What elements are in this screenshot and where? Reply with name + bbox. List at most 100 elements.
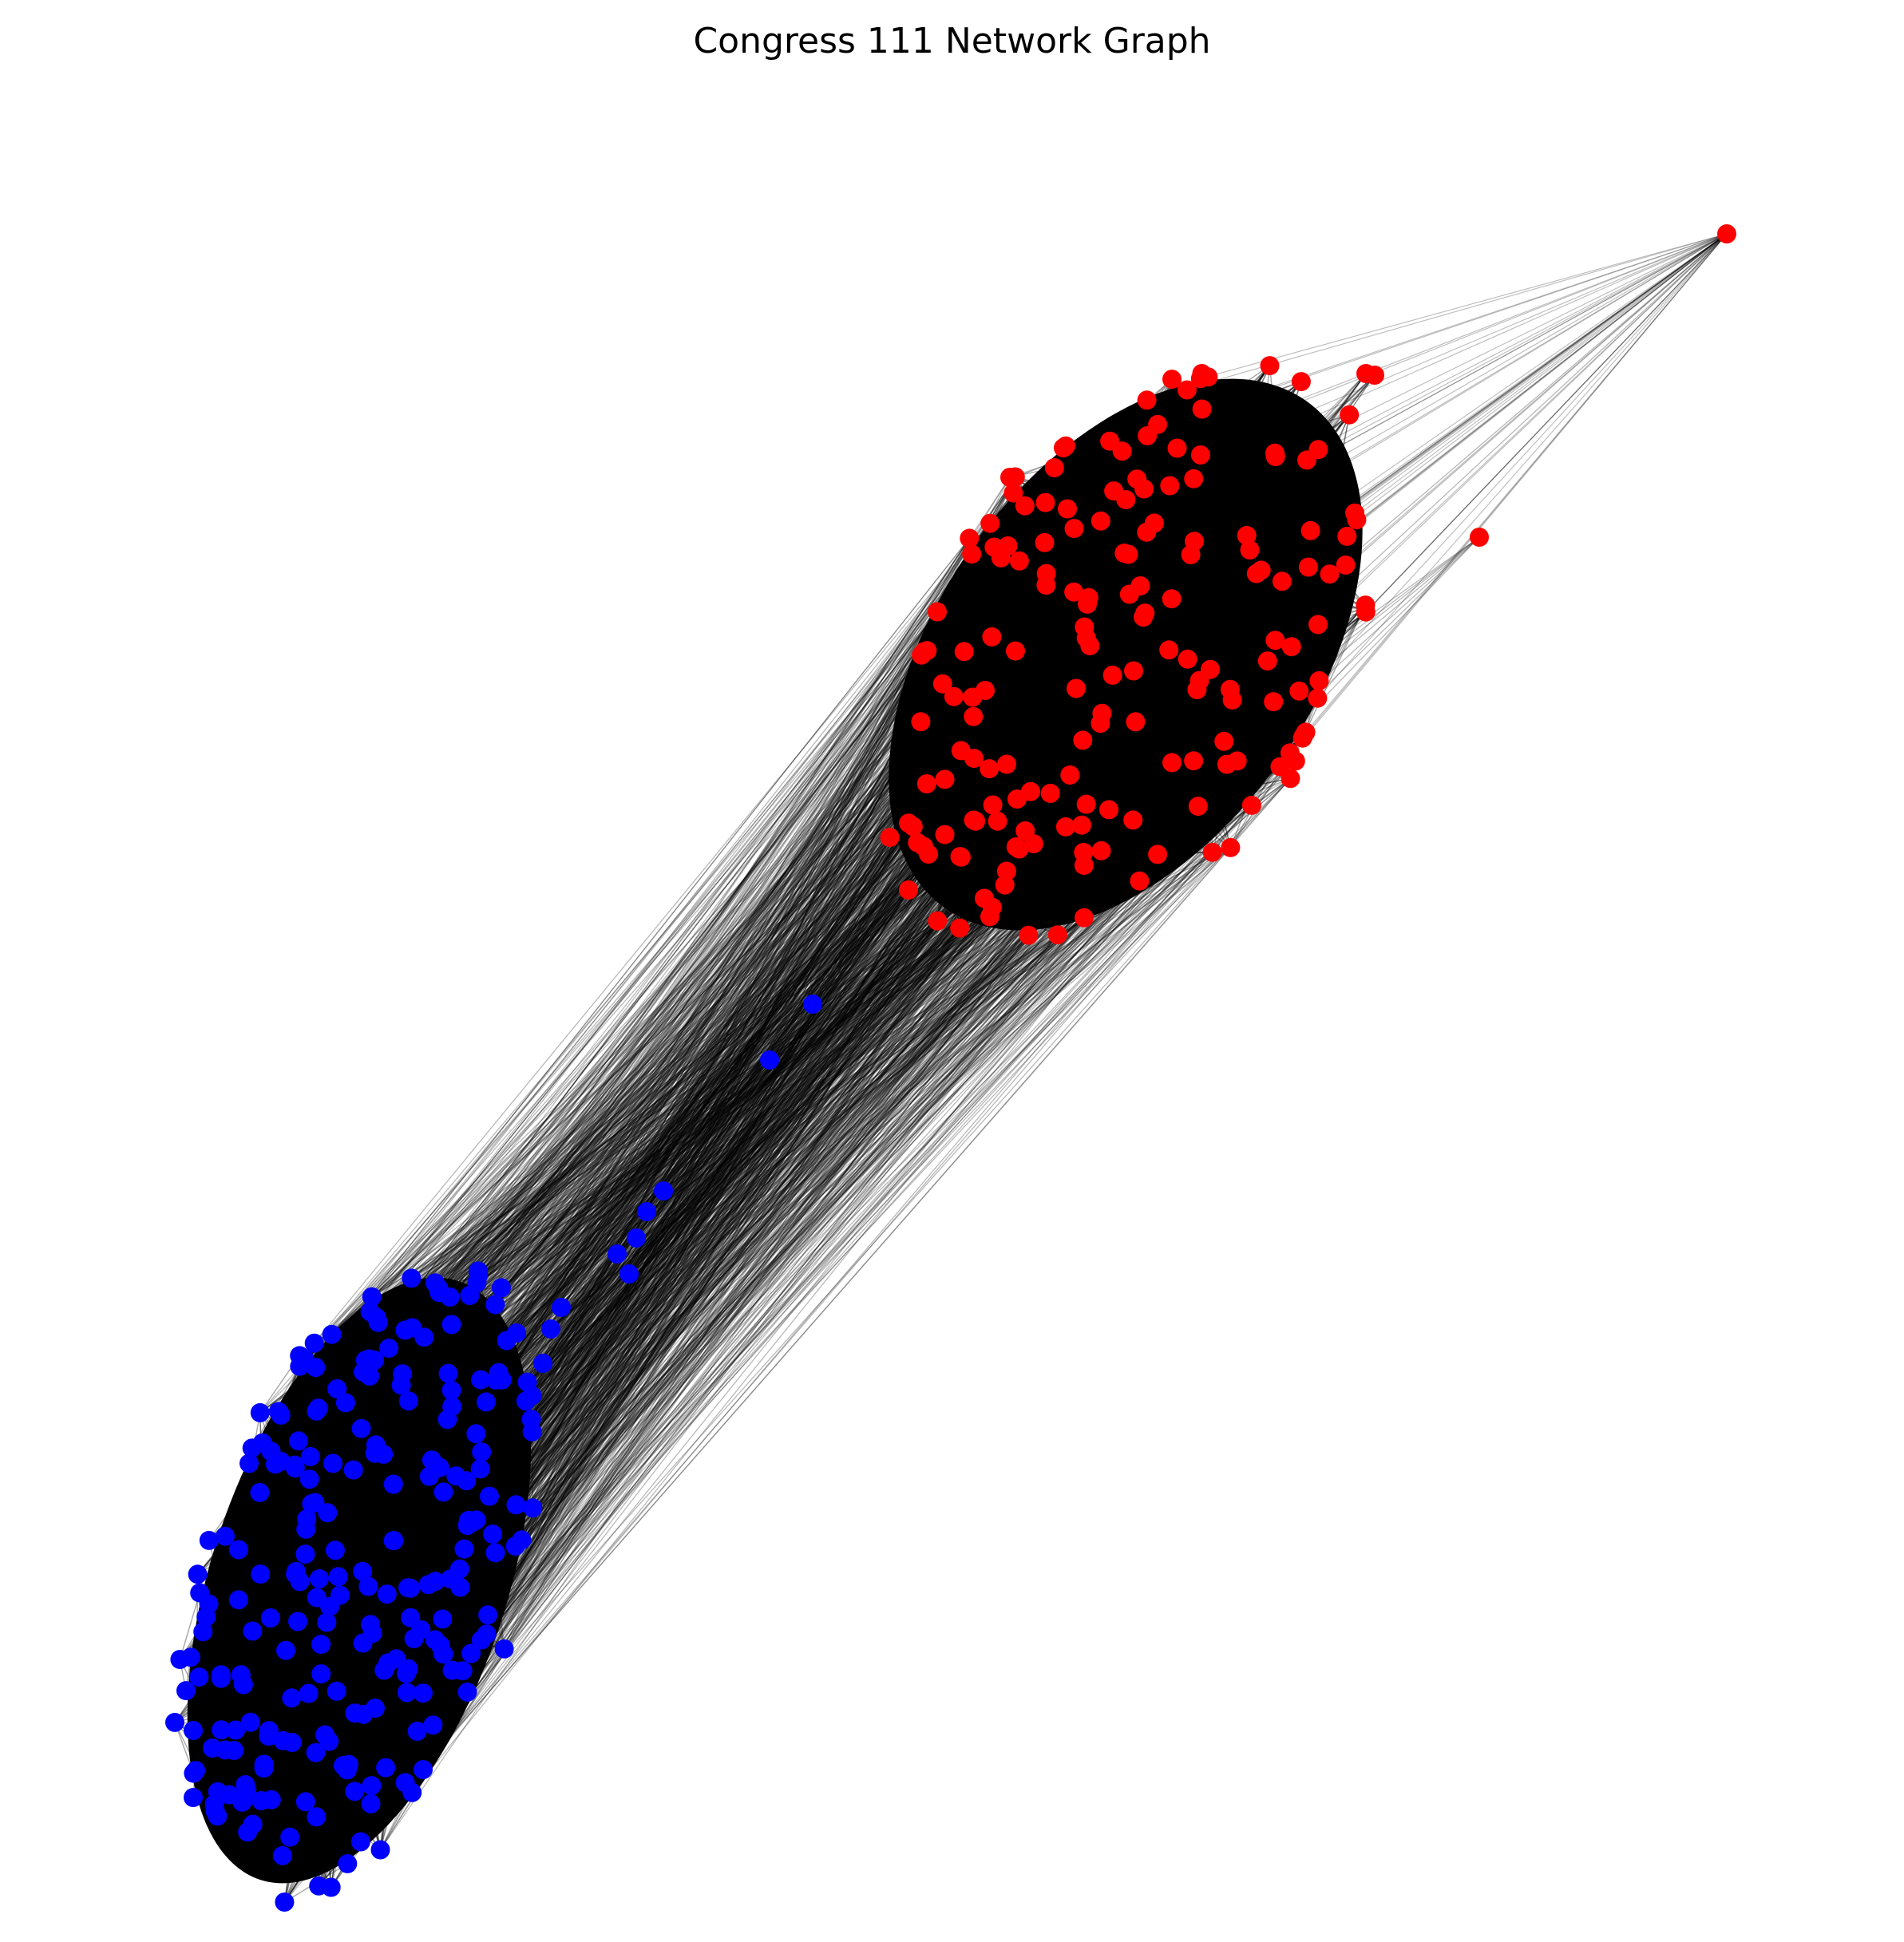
blue-intra-edge	[267, 1621, 299, 1737]
blue-node	[472, 1442, 492, 1462]
red-intra-edge	[1004, 502, 1047, 885]
red-intra-edge	[1177, 447, 1367, 613]
blue-intra-edge	[259, 1573, 453, 1671]
bridge-edge	[441, 456, 1277, 1620]
blue-intra-edge	[374, 1453, 407, 1674]
bridge-edge	[220, 721, 921, 1679]
blue-intra-edge	[383, 1390, 453, 1671]
bridge-edge	[243, 611, 1367, 1685]
bridge-edge	[298, 650, 928, 1442]
bridge-edge	[362, 645, 1091, 1373]
blue-intra-edge	[295, 1327, 413, 1575]
bridge-edge	[459, 935, 1029, 1570]
red-intra-edge	[944, 378, 1201, 835]
red-intra-edge	[1006, 721, 1136, 765]
blue-intra-edge	[311, 1323, 453, 1505]
bridge-edge	[348, 488, 1145, 1765]
red-intra-edge	[942, 645, 1091, 685]
red-node	[1035, 492, 1055, 512]
blue-intra-edge	[174, 1454, 384, 1723]
bridge-edge	[224, 864, 1085, 1750]
red-node	[1320, 564, 1340, 584]
red-intra-edge	[1044, 542, 1130, 595]
blue-intra-edge	[531, 1431, 533, 1509]
blue-intra-edge	[438, 1291, 481, 1380]
bridge-edge	[280, 611, 1367, 1462]
blue-intra-edge	[202, 1379, 481, 1632]
chart-title: Congress 111 Network Graph	[693, 21, 1211, 61]
red-intra-edge	[1099, 594, 1130, 724]
blue-intra-edge	[271, 1450, 440, 1469]
blue-node	[377, 1584, 397, 1604]
blue-intra-edge	[371, 1296, 394, 1541]
blue-intra-edge	[295, 1571, 317, 1753]
blue-intra-edge	[320, 1468, 481, 1645]
blue-node	[334, 1756, 353, 1775]
bridge-edge	[299, 532, 1147, 1356]
red-intra-edge	[1157, 698, 1318, 855]
blue-intra-edge	[369, 1358, 481, 1381]
blue-node	[478, 1605, 498, 1625]
blue-node	[299, 1469, 319, 1489]
red-intra-edge	[1030, 791, 1059, 935]
bridge-edge	[304, 680, 1320, 1359]
blue-node	[345, 1782, 365, 1802]
red-node	[1298, 557, 1318, 577]
red-intra-edge	[1146, 400, 1213, 852]
red-intra-edge	[920, 598, 1172, 722]
bridge-edge	[346, 826, 1067, 1770]
red-intra-edge	[1176, 448, 1281, 767]
blue-intra-edge	[238, 1580, 300, 1600]
blue-intra-edge	[224, 1749, 355, 1792]
blue-intra-edge	[235, 1581, 301, 1730]
blue-intra-edge	[298, 1440, 415, 1639]
blue-node	[250, 1482, 270, 1502]
red-intra-edge	[989, 646, 1292, 917]
blue-node	[438, 1363, 458, 1383]
red-intra-edge	[944, 499, 1126, 835]
red-intra-edge	[936, 540, 1195, 922]
bridge-edge	[385, 499, 1126, 1768]
blue-intra-edge	[291, 1629, 422, 1743]
bridge-edge	[271, 522, 1155, 1452]
bridge-edge	[476, 564, 1347, 1521]
bridge-edge	[251, 846, 924, 1632]
blue-intra-edge	[291, 1347, 390, 1699]
red-intra-edge	[992, 378, 1201, 805]
blue-node	[457, 1682, 477, 1702]
red-intra-edge	[1111, 552, 1125, 675]
blue-intra-edge	[197, 1573, 411, 1619]
blue-intra-edge	[369, 1375, 465, 1549]
blue-intra-edge	[233, 1750, 307, 1802]
red-intra-edge	[1193, 478, 1319, 699]
blue-intra-edge	[372, 1614, 489, 1634]
blue-node	[461, 1643, 481, 1663]
red-intra-edge	[972, 477, 1016, 717]
bridge-edge	[422, 460, 1308, 1694]
bridge-edge	[304, 809, 1110, 1359]
red-intra-edge	[1016, 445, 1067, 800]
blue-intra-edge	[374, 1359, 409, 1588]
blue-intra-edge	[370, 1492, 445, 1804]
bridge-edge	[473, 805, 1199, 1522]
red-intra-edge	[1229, 519, 1357, 690]
blue-intra-edge	[289, 1453, 376, 1837]
bridge-edge	[308, 683, 944, 1694]
blue-node	[330, 1585, 350, 1605]
blue-intra-edge	[298, 1336, 425, 1442]
blue-intra-edge	[327, 1512, 413, 1794]
red-intra-edge	[953, 456, 1277, 698]
blue-node	[275, 1893, 295, 1912]
blue-node	[414, 1760, 433, 1779]
red-intra-edge	[1193, 478, 1366, 606]
red-intra-edge	[1027, 585, 1142, 935]
blue-node	[250, 1402, 270, 1422]
blue-intra-edge	[304, 1311, 371, 1555]
bridge-edge	[463, 623, 1319, 1550]
blue-node	[637, 1202, 656, 1221]
red-intra-edge	[992, 381, 1302, 805]
bridge-edge	[304, 505, 1026, 1359]
red-intra-edge	[1134, 485, 1170, 722]
blue-node	[199, 1530, 219, 1550]
red-node	[1159, 640, 1179, 660]
